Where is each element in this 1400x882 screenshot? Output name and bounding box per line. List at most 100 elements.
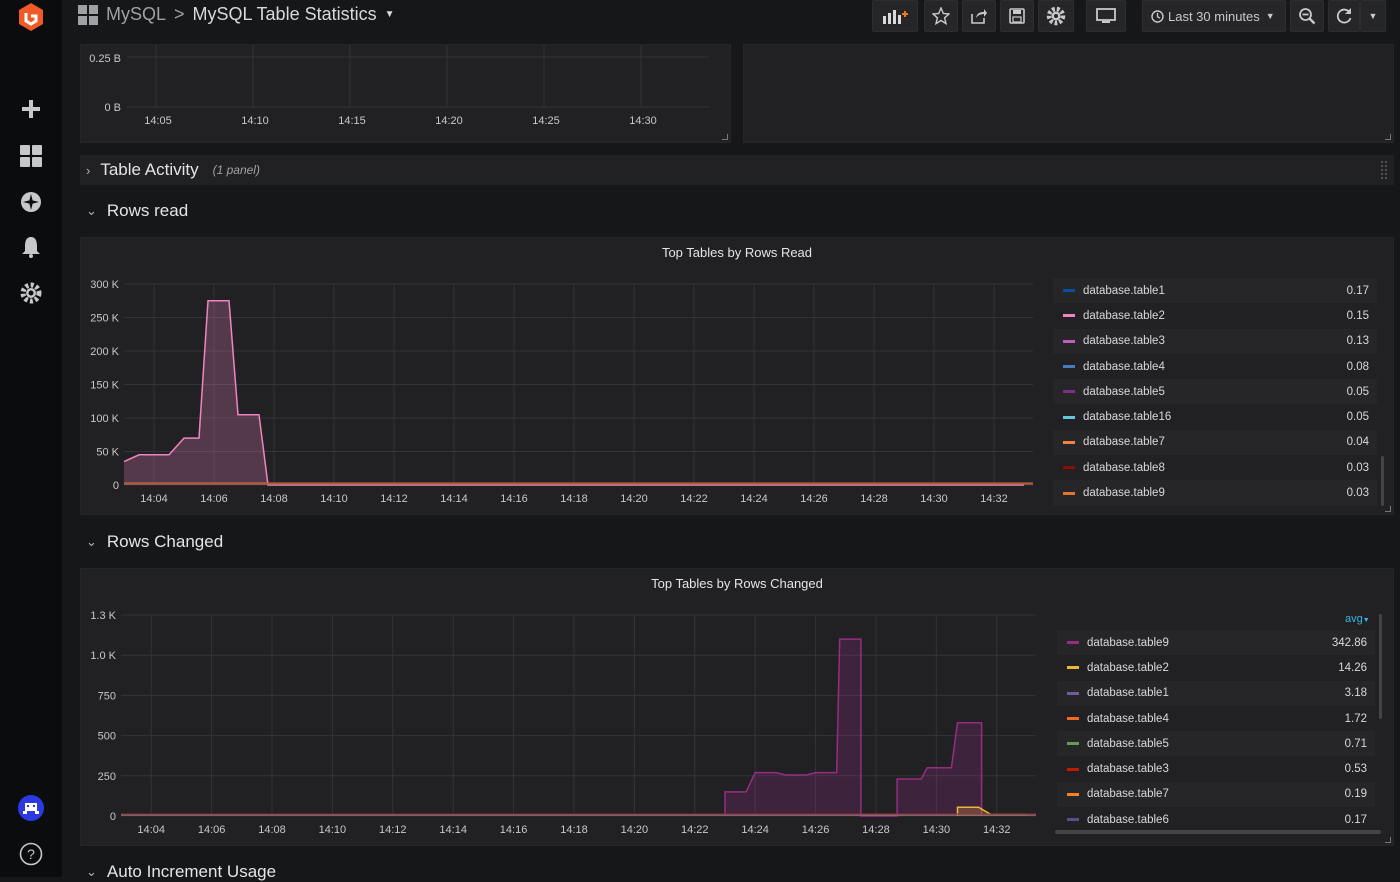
time-range-label: Last 30 minutes: [1168, 8, 1260, 24]
legend-sort-avg[interactable]: avg▼: [1345, 613, 1370, 625]
rows-changed-panel[interactable]: Top Tables by Rows Changed 1.3 K 1.0 K 750…: [80, 568, 1394, 846]
row-rows-changed[interactable]: ⌄ Rows Changed: [86, 532, 223, 552]
legend-swatch: [1063, 314, 1075, 318]
legend-series-name: database.table9: [1083, 487, 1165, 500]
x-tick-label: 14:18: [560, 493, 588, 505]
legend-sort-label: avg: [1345, 613, 1363, 625]
panel-title[interactable]: Top Tables by Rows Changed: [651, 576, 823, 591]
refresh-button[interactable]: [1328, 0, 1360, 32]
x-tick-label: 14:32: [980, 493, 1008, 505]
dashboards-grid-icon: [78, 4, 98, 25]
panel-title[interactable]: Top Tables by Rows Read: [661, 245, 813, 260]
legend-series-name: database.table8: [1083, 461, 1165, 474]
x-tick-label: 14:10: [319, 824, 347, 836]
legend-series-name: database.table16: [1083, 411, 1172, 424]
legend-value: 0.03: [1346, 461, 1369, 474]
rows-changed-graph[interactable]: 1.3 K 1.0 K 750 500 250 0 14:04 14:06 14:08 14:10…: [81, 569, 1051, 847]
legend-item[interactable]: database.table9 342.86: [1057, 630, 1375, 656]
legend-series-name: database.table7: [1083, 436, 1165, 449]
user-avatar[interactable]: [16, 793, 46, 823]
legend-item[interactable]: database.table1 0.17: [1053, 278, 1377, 304]
share-icon: [971, 9, 987, 24]
x-tick-label: 14:20: [620, 493, 648, 505]
row-table-activity[interactable]: › Table Activity (1 panel): [80, 155, 1394, 185]
star-button[interactable]: [924, 0, 958, 32]
row-rows-read[interactable]: ⌄ Rows read: [86, 201, 188, 221]
panel-resize-handle[interactable]: [1385, 837, 1391, 843]
legend-series-name: database.table3: [1083, 335, 1165, 348]
legend-item[interactable]: database.table1 3.18: [1057, 680, 1375, 706]
grafana-logo-icon[interactable]: [16, 2, 46, 32]
legend-scrollbar-vertical[interactable]: [1379, 614, 1382, 719]
add-panel-button[interactable]: [872, 0, 918, 32]
x-tick-label: 14:16: [500, 493, 528, 505]
x-tick-label: 14:08: [258, 824, 286, 836]
legend-scrollbar[interactable]: [1381, 456, 1384, 506]
legend-swatch: [1067, 818, 1079, 822]
legend-item[interactable]: database.table5 0.05: [1053, 379, 1377, 405]
legend-swatch: [1063, 466, 1075, 470]
help-icon[interactable]: ?: [16, 839, 46, 869]
y-tick-label: 100 K: [90, 413, 119, 425]
legend-item[interactable]: database.table4 1.72: [1057, 706, 1375, 731]
x-tick-label: 14:15: [338, 115, 366, 127]
refresh-interval-dropdown[interactable]: ▼: [1360, 0, 1386, 32]
panel-resize-handle[interactable]: [722, 134, 728, 140]
legend-scrollbar-horizontal[interactable]: [1055, 830, 1381, 834]
chevron-down-icon: ⌄: [86, 864, 97, 879]
legend-swatch: [1063, 365, 1075, 369]
legend-item[interactable]: database.table8 0.03: [1053, 455, 1377, 480]
configuration-gear-icon[interactable]: [16, 278, 46, 308]
legend-series-name: database.table2: [1087, 661, 1169, 674]
x-tick-label: 14:25: [532, 115, 560, 127]
legend-series-name: database.table6: [1087, 813, 1169, 826]
legend-item[interactable]: database.table7 0.19: [1057, 781, 1375, 808]
panel-resize-handle[interactable]: [1385, 134, 1391, 140]
row-panel-count: (1 panel): [212, 163, 260, 177]
caret-down-icon[interactable]: ▼: [384, 9, 395, 20]
series-area: [725, 639, 982, 816]
legend-item[interactable]: database.table7 0.04: [1053, 429, 1377, 456]
time-range-picker[interactable]: Last 30 minutes ▼: [1142, 0, 1286, 32]
legend-series-name: database.table1: [1087, 687, 1169, 700]
legend-item[interactable]: database.table2 14.26: [1057, 655, 1375, 680]
panel-resize-handle[interactable]: [1385, 506, 1391, 512]
legend-series-name: database.table2: [1083, 309, 1165, 322]
legend-value: 0.53: [1344, 763, 1367, 776]
x-tick-label: 14:22: [681, 824, 709, 836]
y-tick-label: 0 B: [104, 102, 121, 114]
legend-item[interactable]: database.table3 0.53: [1057, 756, 1375, 781]
alerting-bell-icon[interactable]: [16, 232, 46, 262]
dashboard-title[interactable]: MySQL Table Statistics: [192, 4, 377, 24]
legend-item[interactable]: database.table2 0.15: [1053, 303, 1377, 328]
x-tick-label: 14:04: [137, 824, 165, 836]
legend-item[interactable]: database.table9 0.03: [1053, 480, 1377, 506]
legend-item[interactable]: database.table16 0.05: [1053, 404, 1377, 429]
zoom-out-button[interactable]: [1290, 0, 1324, 32]
bytes-panel[interactable]: 0.25 B 0 B 14:05 14:10 14:15 14:20 14:25 14:3…: [80, 44, 731, 143]
legend-item[interactable]: database.table4 0.08: [1053, 354, 1377, 379]
legend-item[interactable]: database.table6 0.17: [1057, 807, 1375, 832]
legend-item[interactable]: database.table5 0.71: [1057, 731, 1375, 757]
dashboards-icon[interactable]: [16, 141, 46, 171]
x-tick-label: 14:14: [440, 493, 468, 505]
legend-series-name: database.table4: [1083, 360, 1165, 373]
refresh-icon: [1336, 8, 1352, 24]
monitor-icon: [1096, 8, 1116, 23]
explore-compass-icon[interactable]: [16, 187, 46, 217]
legend-value: 3.18: [1344, 687, 1367, 700]
save-dashboard-button[interactable]: [1000, 0, 1034, 32]
rows-read-panel[interactable]: Top Tables by Rows Read 300 K 250 K 200 K 1…: [80, 237, 1394, 515]
legend-item[interactable]: database.table3 0.13: [1053, 328, 1377, 354]
breadcrumb-folder[interactable]: MySQL: [106, 4, 167, 24]
drag-handle[interactable]: [1380, 160, 1388, 180]
cycle-view-mode-button[interactable]: [1086, 0, 1126, 32]
row-auto-increment[interactable]: ⌄ Auto Increment Usage: [86, 862, 276, 882]
empty-panel[interactable]: [743, 44, 1394, 143]
rows-read-graph[interactable]: 300 K 250 K 200 K 150 K 100 K 50 K 0 14:04 14:06…: [81, 238, 1041, 516]
share-button[interactable]: [962, 0, 996, 32]
plus-icon[interactable]: [16, 94, 46, 124]
legend-value: 0.05: [1346, 385, 1369, 398]
settings-button[interactable]: [1038, 0, 1074, 32]
legend-value: 0.03: [1346, 487, 1369, 500]
